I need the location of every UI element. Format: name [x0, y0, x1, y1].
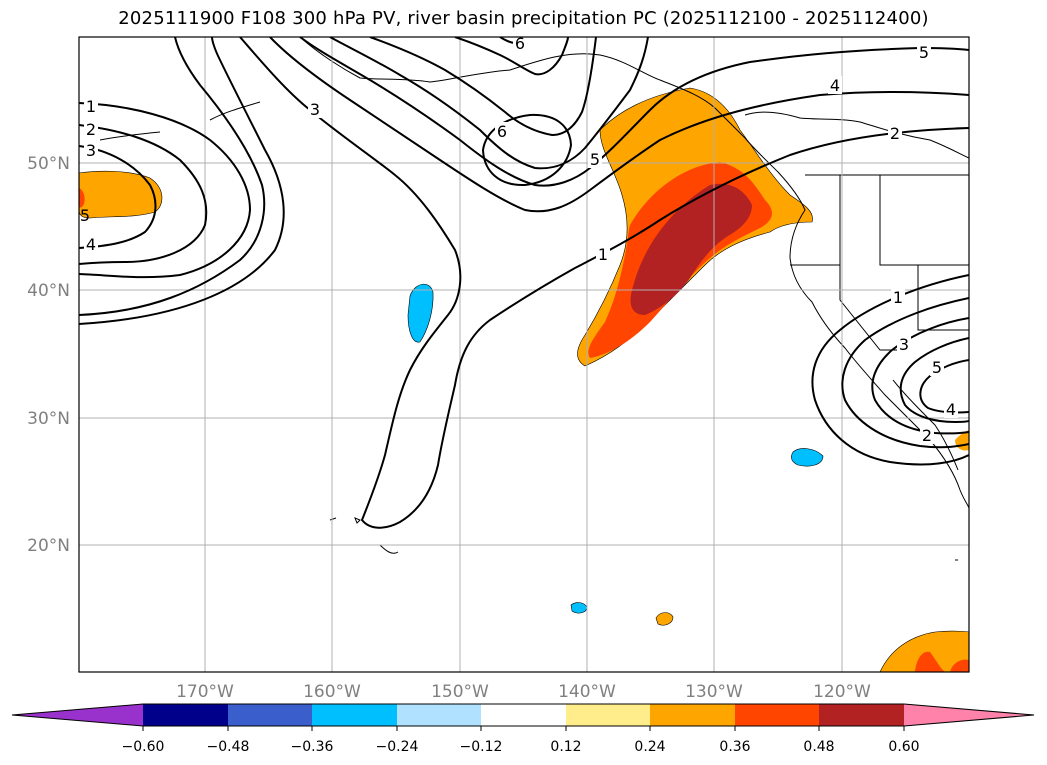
- graticule: [79, 37, 969, 672]
- contour-label: 1: [86, 97, 96, 116]
- colorbar-segment: [312, 704, 397, 726]
- contour-label: 5: [919, 43, 929, 62]
- contour-label: 4: [86, 235, 96, 254]
- lon-label: 120°W: [813, 682, 871, 702]
- contour-label: 2: [922, 426, 932, 445]
- colorbar-tick-label: −0.24: [376, 739, 419, 755]
- lat-label: 50°N: [27, 154, 70, 174]
- colorbar-segment: [819, 704, 904, 726]
- colorbar-tick-label: −0.36: [291, 739, 334, 755]
- colorbar-segment: [228, 704, 312, 726]
- colorbar: −0.60 −0.48 −0.36 −0.24 −0.12 0.12 0.24 …: [11, 703, 1035, 755]
- plot-area: [79, 37, 969, 672]
- colorbar-tick-label: 0.60: [888, 739, 919, 755]
- pv-contour-labels: 1 2 3 4 5 6 6 3 5 1 4 2 5 1: [80, 34, 958, 445]
- latitude-labels: 50°N 40°N 30°N 20°N: [27, 154, 70, 556]
- lon-label: 140°W: [558, 682, 616, 702]
- lon-label: 160°W: [303, 682, 361, 702]
- colorbar-tick-label: −0.48: [207, 739, 250, 755]
- lon-label: 130°W: [685, 682, 743, 702]
- contour-label: 4: [830, 76, 840, 95]
- colorbar-tick-label: −0.60: [122, 739, 165, 755]
- contour-label: 3: [310, 100, 320, 119]
- colorbar-extend-high: [904, 704, 1034, 726]
- colorbar-tick-label: −0.12: [460, 739, 503, 755]
- contour-label: 2: [890, 124, 900, 143]
- lon-label: 150°W: [431, 682, 489, 702]
- lat-label: 30°N: [27, 409, 70, 429]
- contour-label: 2: [86, 120, 96, 139]
- colorbar-segment: [650, 704, 735, 726]
- contour-label: 3: [899, 335, 909, 354]
- colorbar-tick-label: 0.48: [803, 739, 834, 755]
- lon-label: 170°W: [176, 682, 234, 702]
- colorbar-segment: [566, 704, 650, 726]
- map-title: 2025111900 F108 300 hPa PV, river basin …: [118, 8, 929, 29]
- lat-label: 20°N: [27, 536, 70, 556]
- colorbar-segment: [143, 704, 228, 726]
- contour-label: 6: [515, 34, 525, 53]
- contour-label: 5: [932, 358, 942, 377]
- colorbar-tick-label: 0.24: [634, 739, 665, 755]
- colorbar-segment: [397, 704, 481, 726]
- contour-label: 5: [590, 150, 600, 169]
- colorbar-segment: [481, 704, 566, 726]
- colorbar-tick-label: 0.36: [719, 739, 750, 755]
- colorbar-segment: [735, 704, 819, 726]
- contour-label: 6: [497, 122, 507, 141]
- contour-label: 4: [946, 400, 956, 419]
- lat-label: 40°N: [27, 281, 70, 301]
- colorbar-extend-low: [12, 704, 143, 726]
- contour-label: 5: [80, 206, 90, 225]
- contour-label: 1: [893, 288, 903, 307]
- plot-frame: [78, 36, 970, 673]
- contour-label: 1: [598, 245, 608, 264]
- colorbar-tick-label: 0.12: [550, 739, 581, 755]
- contour-label: 3: [86, 141, 96, 160]
- longitude-labels: 170°W 160°W 150°W 140°W 130°W 120°W: [176, 682, 871, 702]
